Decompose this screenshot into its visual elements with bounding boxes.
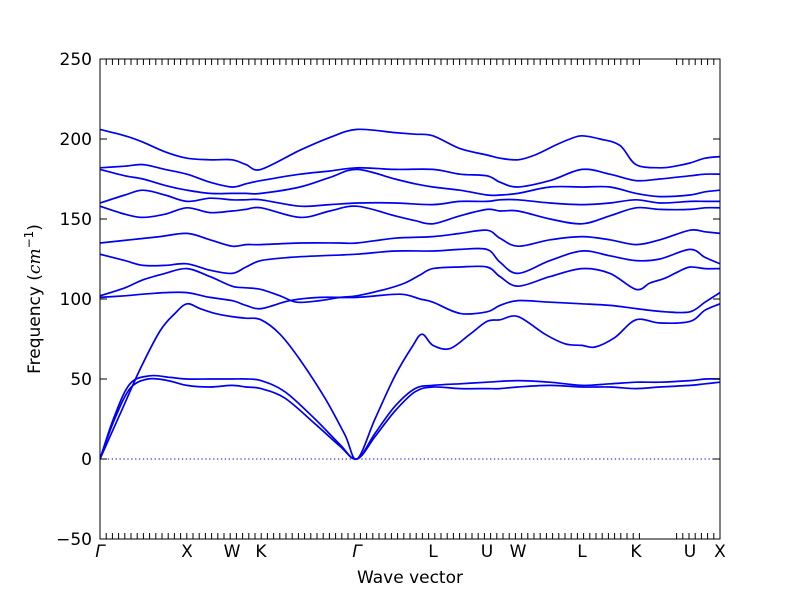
band-08 — [100, 205, 720, 225]
band-01 — [100, 377, 720, 460]
band-06 — [100, 247, 720, 275]
x-tick-label: L — [428, 542, 438, 562]
y-tick-labels: −50 0 50 100 150 200 250 — [56, 50, 92, 550]
band-11 — [100, 163, 720, 188]
x-tick-label: Γ — [95, 542, 106, 562]
x-tick-label: X — [181, 542, 193, 562]
y-tick-label: 200 — [60, 130, 92, 150]
band-04 — [100, 291, 720, 315]
x-tick-label: K — [255, 542, 267, 562]
axis-ticks — [99, 58, 721, 540]
y-axis-title: Frequency (cm−1) — [22, 224, 45, 374]
band-12 — [100, 128, 720, 171]
y-axis-title-prefix: Frequency ( — [25, 274, 45, 374]
y-tick-label: 50 — [70, 370, 92, 390]
band-05 — [100, 265, 720, 304]
y-axis-title-math: cm — [25, 248, 45, 274]
plot-frame — [99, 58, 721, 540]
y-tick-label: 0 — [81, 450, 92, 470]
x-tick-label: U — [684, 542, 696, 562]
y-tick-label: 150 — [60, 210, 92, 230]
x-tick-label: W — [224, 542, 241, 562]
y-tick-label: 250 — [60, 50, 92, 70]
x-tick-label: W — [510, 542, 527, 562]
y-axis-title-suffix: ) — [25, 224, 45, 231]
band-09 — [100, 189, 720, 208]
phonon-bands — [100, 128, 720, 461]
band-07 — [100, 228, 720, 248]
x-axis-title: Wave vector — [357, 568, 463, 588]
band-02 — [100, 374, 720, 461]
band-03 — [100, 302, 720, 461]
band-10 — [100, 168, 720, 198]
y-tick-label: 100 — [60, 290, 92, 310]
x-tick-label: Γ — [352, 542, 363, 562]
x-tick-label: K — [630, 542, 642, 562]
y-tick-label: −50 — [56, 530, 92, 550]
x-tick-label: U — [481, 542, 493, 562]
y-axis-title-sup: −1 — [22, 231, 36, 249]
x-tick-label: X — [714, 542, 726, 562]
x-tick-label: L — [577, 542, 587, 562]
